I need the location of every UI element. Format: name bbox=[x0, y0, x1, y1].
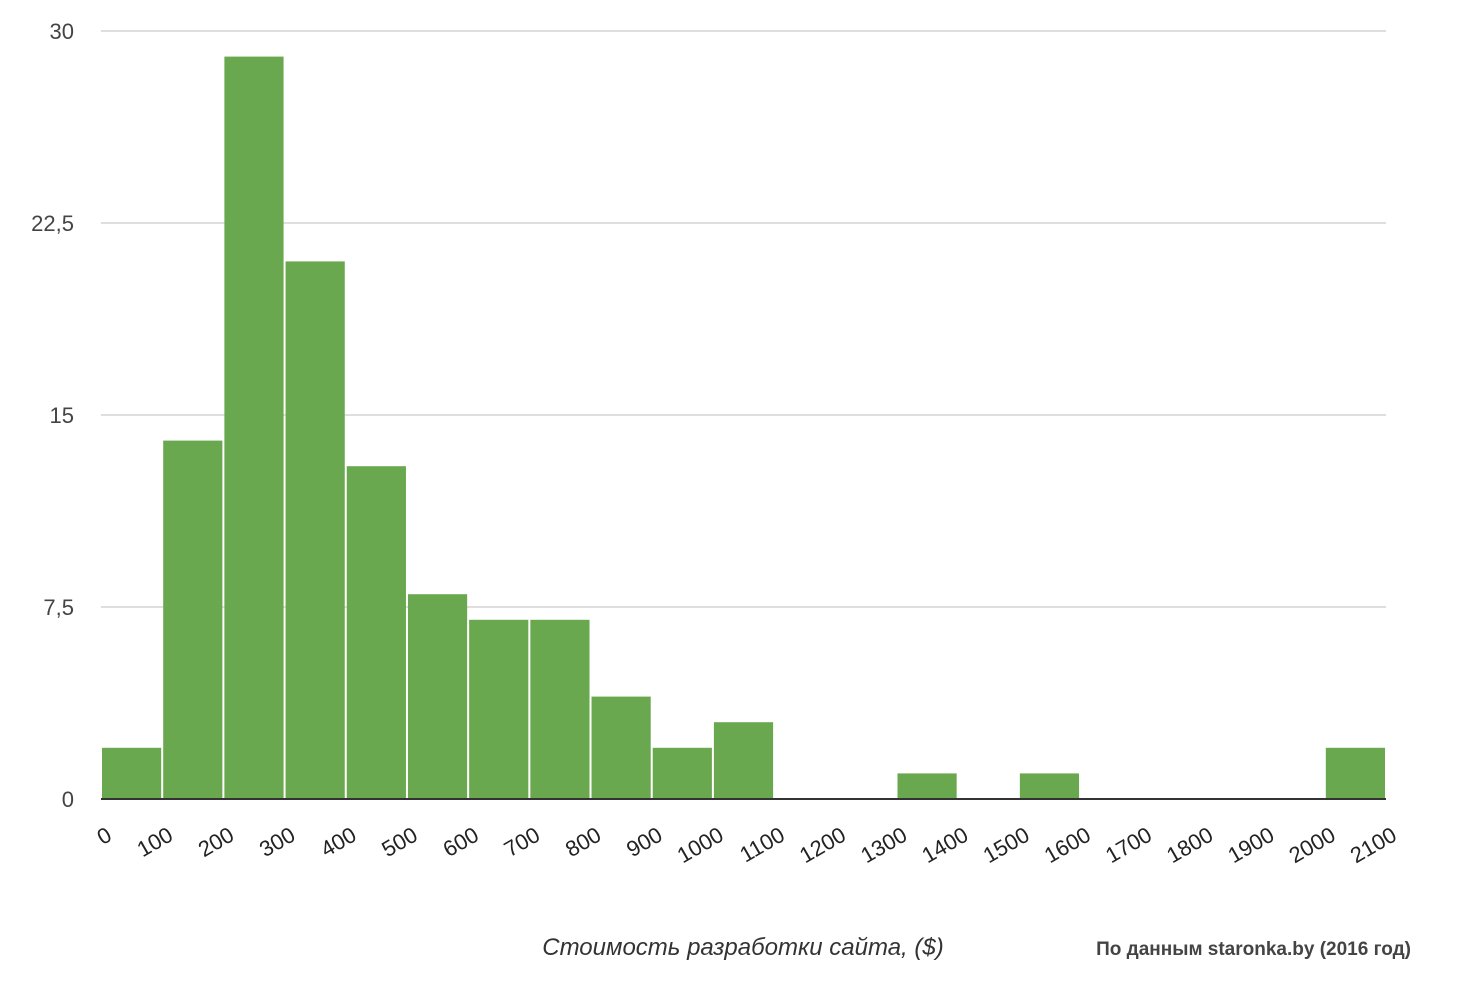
y-tick-label: 0 bbox=[62, 787, 74, 812]
bars bbox=[102, 56, 1385, 800]
x-axis-ticks: 0 100 200 300 400 500 600 700 800 900 1000 1100 1200… bbox=[93, 822, 1401, 868]
x-tick-label: 600 bbox=[439, 822, 483, 862]
histogram-bar bbox=[346, 466, 406, 799]
x-tick-label: 1300 bbox=[856, 822, 911, 868]
histogram-bar bbox=[1325, 747, 1385, 799]
x-tick-label: 300 bbox=[255, 822, 299, 862]
x-tick-label: 2100 bbox=[1346, 822, 1401, 868]
x-tick-label: 700 bbox=[500, 822, 544, 862]
histogram-bar bbox=[652, 747, 712, 799]
y-tick-label: 22,5 bbox=[31, 211, 74, 236]
histogram-bar bbox=[163, 440, 223, 799]
histogram-bar bbox=[530, 619, 590, 799]
histogram-bar bbox=[591, 696, 651, 799]
x-axis-title: Стоимость разработки сайта, ($) bbox=[542, 934, 944, 961]
x-tick-label: 900 bbox=[622, 822, 666, 862]
x-tick-label: 400 bbox=[316, 822, 360, 862]
x-tick-label: 1600 bbox=[1040, 822, 1095, 868]
x-tick-label: 800 bbox=[561, 822, 605, 862]
histogram-bar bbox=[1019, 773, 1080, 799]
x-tick-label: 2000 bbox=[1285, 822, 1340, 868]
x-tick-label: 100 bbox=[133, 822, 177, 862]
x-tick-label: 1800 bbox=[1162, 822, 1217, 868]
x-tick-label: 1200 bbox=[795, 822, 850, 868]
histogram-bar bbox=[897, 773, 957, 799]
y-tick-label: 15 bbox=[50, 403, 74, 428]
x-tick-label: 1000 bbox=[673, 822, 728, 868]
x-tick-label: 1900 bbox=[1223, 822, 1278, 868]
x-tick-label: 1700 bbox=[1101, 822, 1156, 868]
x-tick-label: 1500 bbox=[979, 822, 1034, 868]
x-tick-label: 500 bbox=[377, 822, 421, 862]
x-tick-label: 1400 bbox=[918, 822, 973, 868]
y-tick-label: 7,5 bbox=[43, 595, 74, 620]
histogram-bar bbox=[102, 747, 162, 799]
histogram-bar bbox=[469, 619, 529, 799]
x-tick-label: 0 bbox=[93, 822, 116, 850]
y-tick-label: 30 bbox=[50, 19, 74, 44]
histogram-bar bbox=[285, 261, 345, 799]
source-note: По данным staronka.by (2016 год) bbox=[1096, 939, 1411, 960]
x-tick-label: 1100 bbox=[735, 822, 788, 867]
histogram-bar bbox=[713, 722, 774, 799]
histogram-bar bbox=[224, 56, 284, 800]
y-axis-ticks: 0 7,5 15 22,5 30 bbox=[31, 19, 74, 812]
histogram-bar bbox=[407, 594, 468, 799]
x-tick-label: 200 bbox=[194, 822, 238, 862]
